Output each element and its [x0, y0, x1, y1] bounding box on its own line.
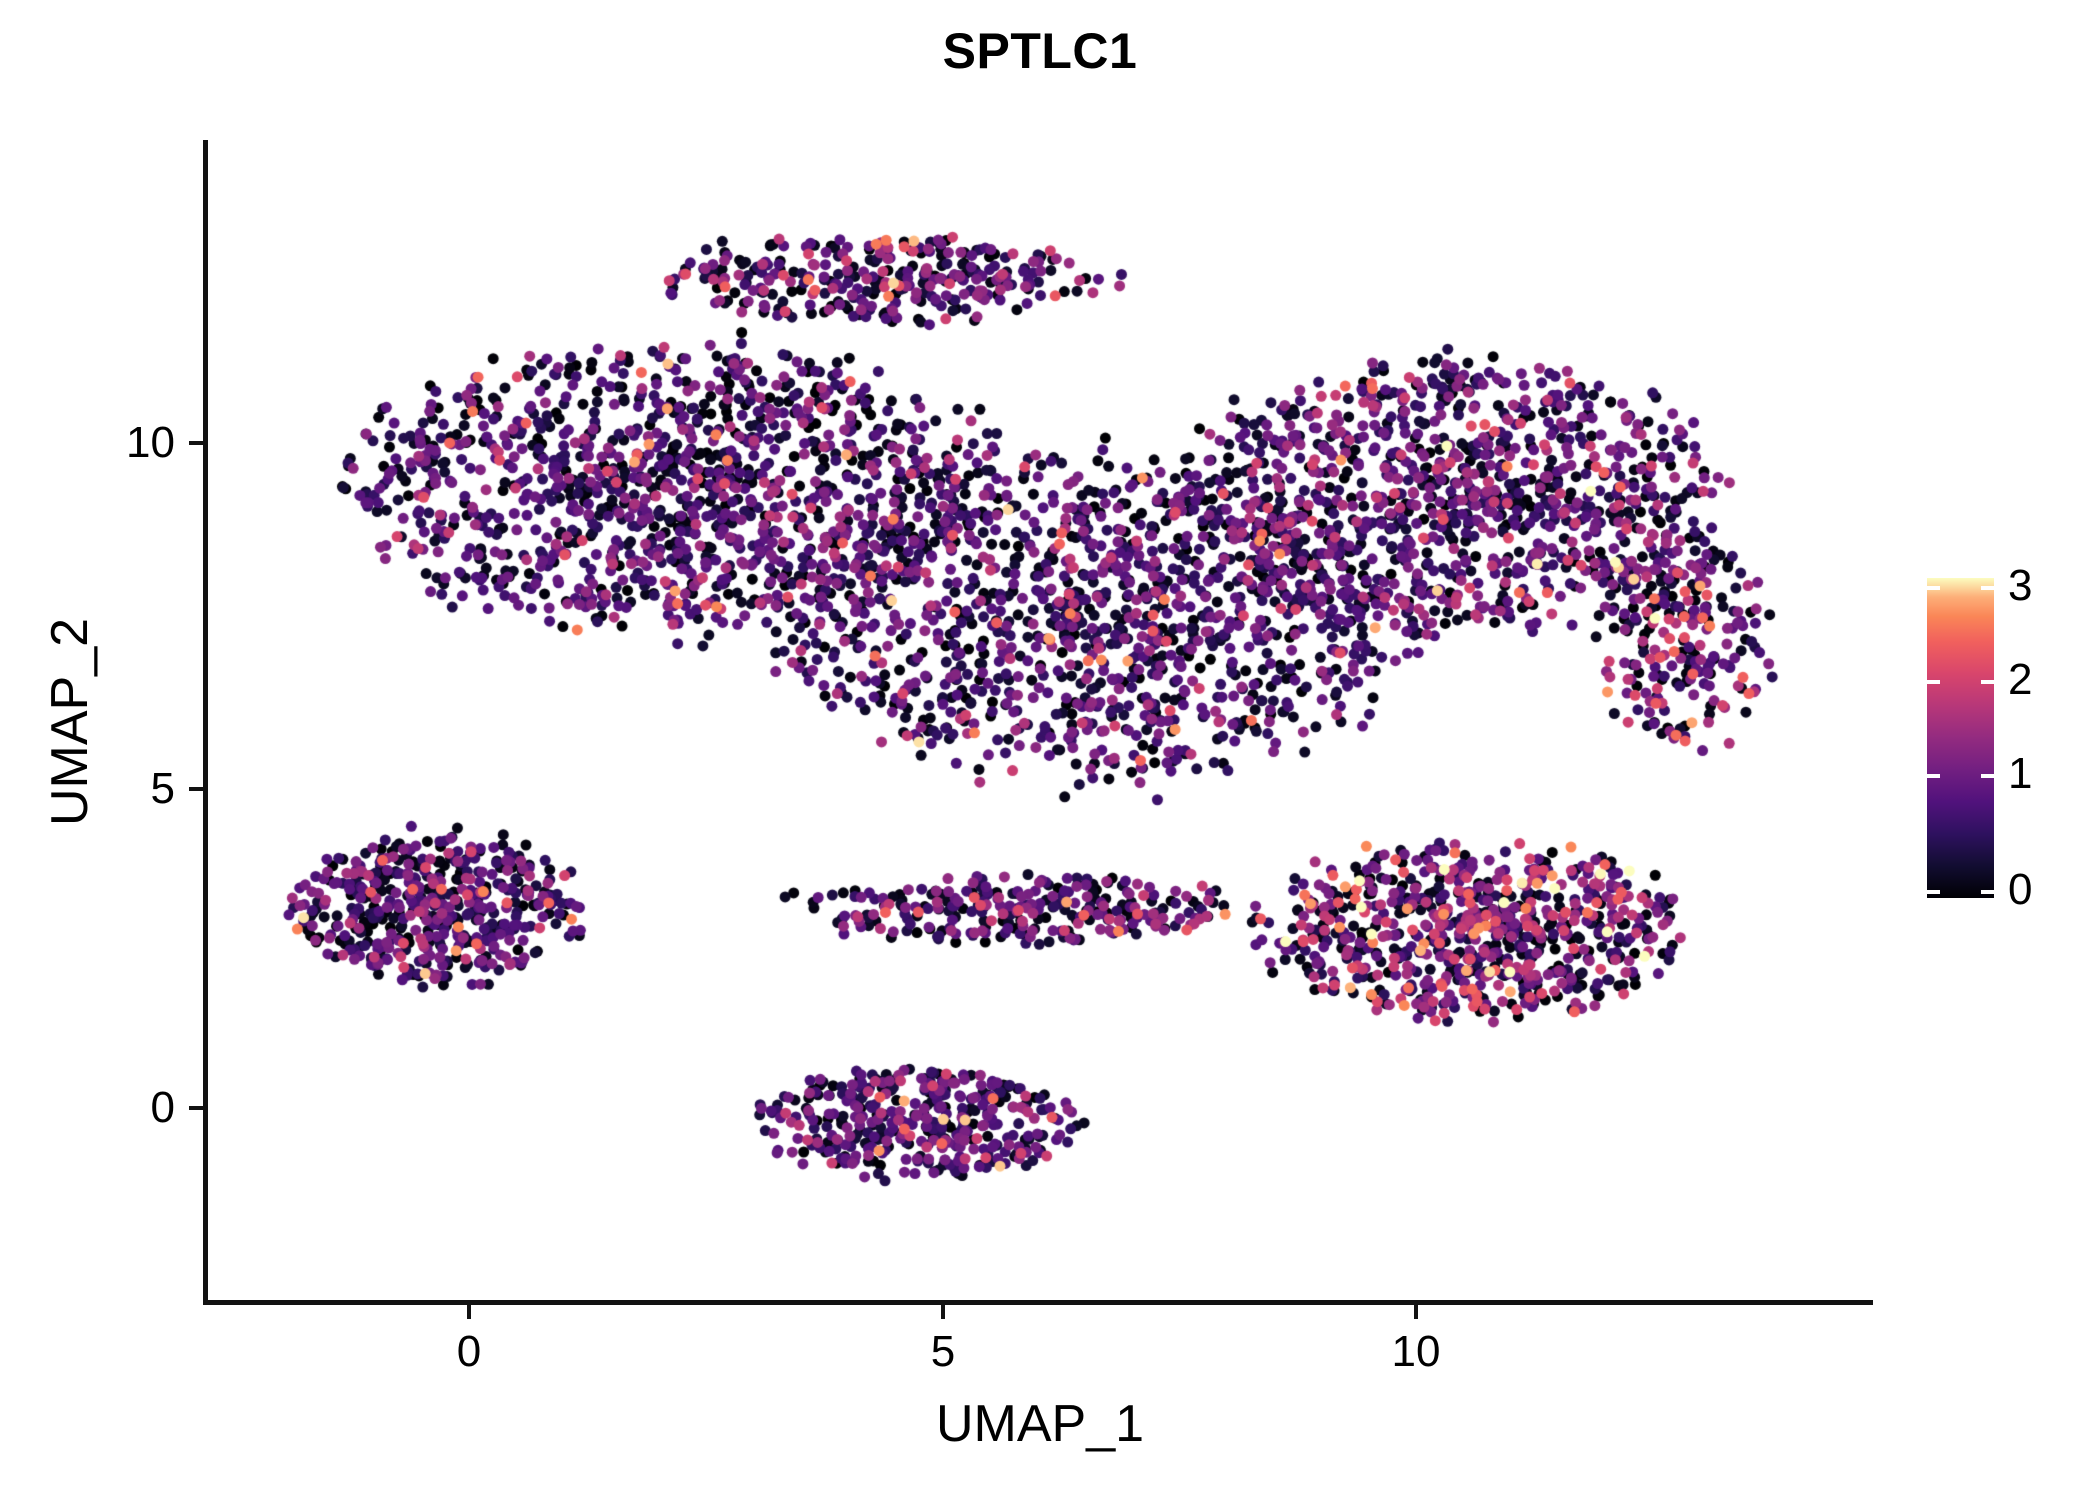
- x-tick-label-10: 10: [1391, 1327, 1441, 1376]
- x-tick-label-5: 5: [930, 1327, 956, 1376]
- y-axis-title: UMAP_2: [41, 617, 99, 827]
- colorbar-label-2: 2: [2008, 655, 2033, 704]
- colorbar-label-1: 1: [2008, 749, 2033, 798]
- page-title: SPTLC1: [942, 23, 1138, 79]
- colorbar-label-3: 3: [2008, 561, 2033, 610]
- colorbar-tick-1-right: [1981, 774, 1994, 778]
- colorbar-tick-2-right: [1981, 680, 1994, 684]
- x-tick-label-0: 0: [456, 1327, 482, 1376]
- x-tick-mark-0: [467, 1305, 471, 1319]
- y-tick-label-10: 10: [126, 418, 175, 467]
- colorbar-tick-0-left: [1927, 890, 1940, 894]
- y-tick-mark-0: [189, 1106, 203, 1110]
- y-tick-mark-10: [189, 441, 203, 445]
- colorbar-tick-2-left: [1927, 680, 1940, 684]
- colorbar-label-0: 0: [2008, 865, 2033, 914]
- x-tick-mark-5: [941, 1305, 945, 1319]
- scatter-plot-panel: [207, 140, 1872, 1302]
- y-tick-label-0: 0: [150, 1083, 175, 1132]
- colorbar-tick-0-right: [1981, 890, 1994, 894]
- y-tick-label-5: 5: [150, 764, 175, 813]
- x-axis-line: [203, 1300, 1873, 1305]
- colorbar-tick-3-left: [1927, 586, 1940, 590]
- colorbar-tick-3-right: [1981, 586, 1994, 590]
- x-axis-title: UMAP_1: [935, 1395, 1145, 1453]
- x-tick-mark-10: [1414, 1305, 1418, 1319]
- colorbar: [1927, 578, 1994, 898]
- y-tick-mark-5: [189, 787, 203, 791]
- colorbar-tick-1-left: [1927, 774, 1940, 778]
- y-axis-line: [203, 140, 208, 1305]
- scatter-points-layer: [207, 140, 1872, 1302]
- colorbar-gradient: [1927, 578, 1994, 898]
